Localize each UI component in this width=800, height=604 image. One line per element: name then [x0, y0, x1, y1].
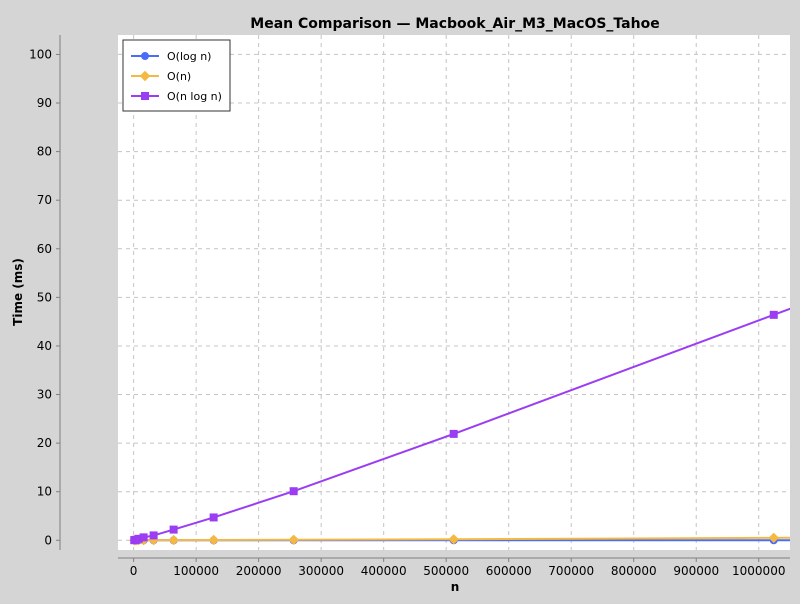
x-axis-label: n [451, 580, 460, 594]
x-tick-label: 1000000 [732, 564, 785, 578]
x-tick-label: 700000 [548, 564, 594, 578]
data-point [448, 534, 459, 545]
x-tick-label: 200000 [236, 564, 282, 578]
x-tick-label: 600000 [486, 564, 532, 578]
legend-label: O(n) [167, 70, 191, 83]
data-point [149, 531, 158, 540]
axis-layer: 0 10 20 30 40 50 60 70 80 90 100 0 100000 200000 30000… [29, 35, 790, 578]
y-tick-label: 0 [44, 533, 52, 547]
legend-label: O(log n) [167, 50, 211, 63]
data-point [208, 534, 219, 546]
x-tick-label: 800000 [611, 564, 657, 578]
y-tick-label: 50 [37, 290, 52, 304]
data-point [768, 532, 779, 544]
series-2 [130, 307, 790, 545]
x-tick-label: 100000 [173, 564, 219, 578]
y-tick-label: 80 [37, 145, 52, 159]
plot-area [118, 35, 790, 550]
y-tick-label: 60 [37, 242, 52, 256]
y-tick-label: 100 [29, 47, 52, 61]
x-tick-label: 500000 [423, 564, 469, 578]
legend: O(log n) O(n) O(n log n) [122, 39, 231, 112]
y-tick-label: 90 [37, 96, 52, 110]
x-tick-label: 900000 [673, 564, 719, 578]
data-point [769, 310, 778, 319]
y-tick-label: 40 [37, 339, 52, 353]
data-point [288, 534, 299, 546]
data-point [169, 525, 178, 534]
y-axis-label: Time (ms) [11, 258, 25, 326]
data-point [168, 534, 179, 546]
y-tick-label: 30 [37, 388, 52, 402]
legend-marker [139, 70, 151, 82]
y-tick-label: 10 [37, 485, 52, 499]
data-point [139, 533, 148, 542]
grid-layer [118, 35, 790, 550]
x-tick-label: 300000 [298, 564, 344, 578]
legend-marker [141, 92, 149, 100]
data-point [449, 429, 458, 438]
x-tick-label: 0 [130, 564, 138, 578]
series-layer [129, 307, 790, 546]
y-tick-label: 20 [37, 436, 52, 450]
legend-marker [141, 52, 149, 60]
x-tick-label: 400000 [361, 564, 407, 578]
y-tick-label: 70 [37, 193, 52, 207]
data-point [289, 487, 298, 496]
legend-label: O(n log n) [167, 90, 222, 103]
chart-title: Mean Comparison — Macbook_Air_M3_MacOS_T… [250, 16, 659, 32]
data-point [209, 513, 218, 522]
